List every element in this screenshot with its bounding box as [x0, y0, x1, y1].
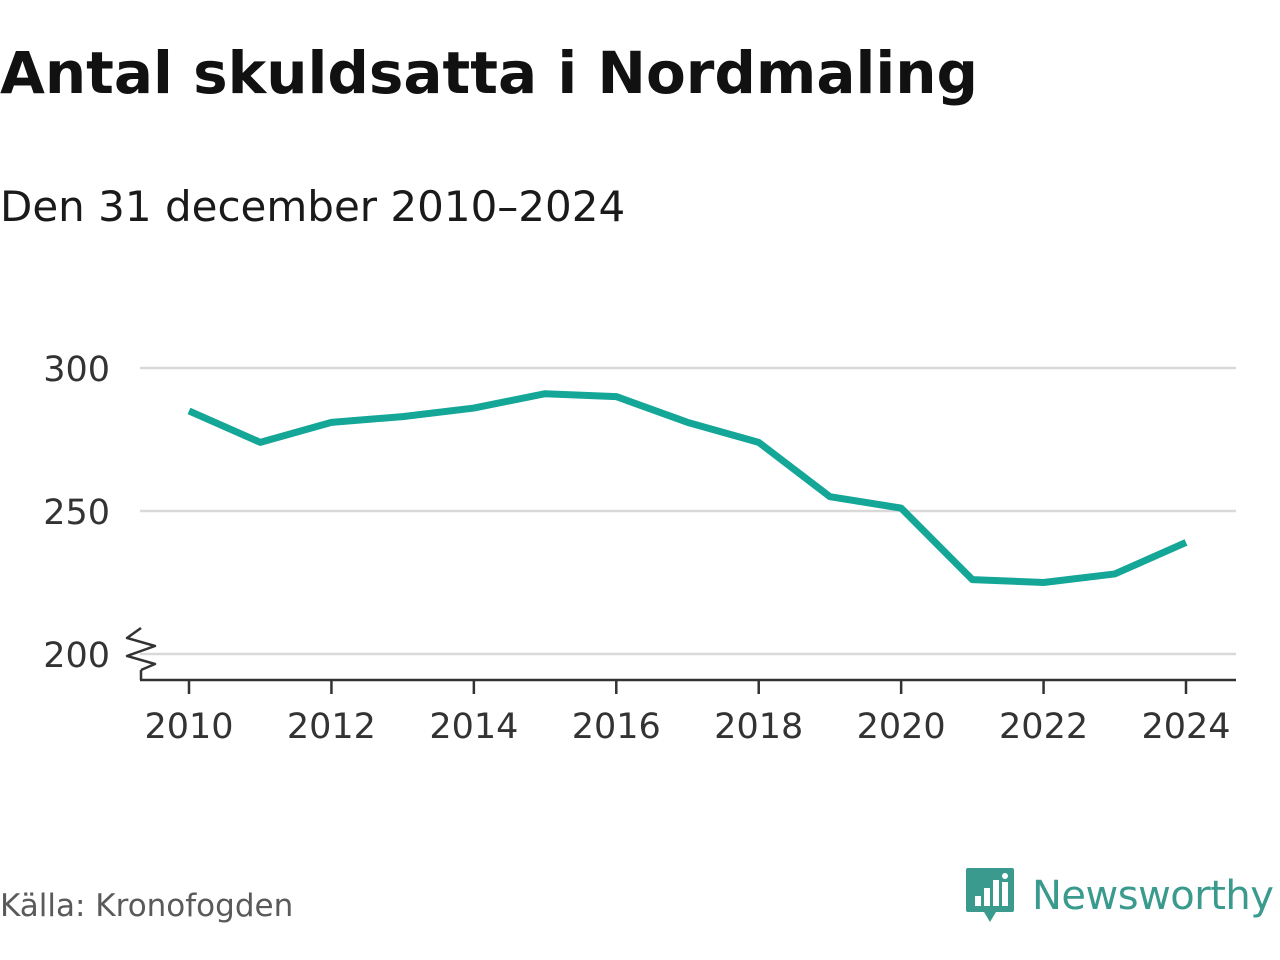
y-tick-label-250: 250 — [43, 493, 110, 533]
chart-title: Antal skuldsatta i Nordmaling — [0, 39, 979, 107]
gridlines — [140, 366, 1236, 656]
chart-subtitle: Den 31 december 2010–2024 — [0, 182, 626, 231]
y-axis-ticks: 200 250 300 — [43, 350, 157, 676]
series-line-0 — [187, 390, 1188, 586]
x-tick-label-2012: 2012 — [287, 707, 376, 747]
y-tick-label-300: 300 — [43, 350, 110, 390]
source-note: Källa: Kronofogden — [0, 888, 294, 924]
x-tick-label-2010: 2010 — [144, 707, 233, 747]
x-tick-label-2016: 2016 — [572, 707, 661, 747]
x-axis: 2010 2012 2014 2016 2018 2020 2022 2024 — [139, 670, 1236, 747]
y-tick-label-200: 200 — [43, 636, 110, 676]
series-layer — [187, 390, 1188, 586]
x-tick-label-2024: 2024 — [1141, 707, 1230, 747]
x-tick-label-2014: 2014 — [429, 707, 518, 747]
x-tick-label-2020: 2020 — [857, 707, 946, 747]
x-tick-label-2018: 2018 — [714, 707, 803, 747]
brand-name: Newsworthy — [1032, 873, 1274, 919]
newsworthy-logo-icon — [966, 868, 1014, 922]
brand: Newsworthy — [964, 864, 1274, 928]
y-axis-break — [125, 626, 157, 672]
x-tick-label-2022: 2022 — [999, 707, 1088, 747]
